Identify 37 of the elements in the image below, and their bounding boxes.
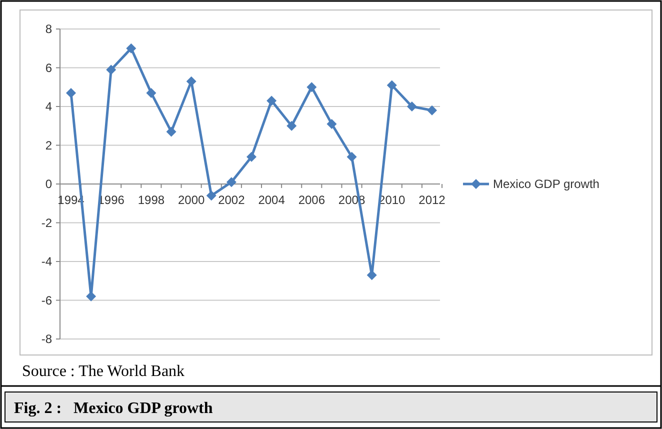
point bbox=[386, 80, 397, 90]
point bbox=[406, 102, 417, 112]
point bbox=[126, 43, 136, 54]
point bbox=[146, 88, 156, 98]
source-note: Source : The World Bank bbox=[22, 363, 185, 380]
x-tick-label: 2000 bbox=[178, 193, 206, 207]
point bbox=[366, 270, 377, 280]
point bbox=[286, 120, 297, 131]
y-tick-label: -8 bbox=[41, 332, 52, 346]
legend-label: Mexico GDP growth bbox=[493, 177, 600, 192]
point bbox=[186, 76, 196, 86]
point bbox=[306, 82, 317, 92]
y-tick-label: 4 bbox=[45, 100, 52, 114]
x-tick-label: 1998 bbox=[138, 193, 165, 207]
point bbox=[246, 152, 256, 162]
point bbox=[326, 118, 337, 129]
y-tick-label: 2 bbox=[45, 138, 52, 152]
point bbox=[166, 126, 176, 137]
y-tick-label: -2 bbox=[41, 216, 52, 230]
point bbox=[66, 88, 76, 98]
y-tick-label: -6 bbox=[41, 293, 52, 308]
y-tick-label: -4 bbox=[41, 254, 52, 269]
point bbox=[427, 105, 437, 116]
point bbox=[266, 96, 277, 106]
x-tick-label: 2002 bbox=[218, 193, 246, 207]
point bbox=[86, 291, 96, 302]
point bbox=[226, 177, 236, 188]
y-tick-label: 6 bbox=[45, 60, 52, 75]
y-tick-label: 0 bbox=[45, 177, 52, 192]
x-tick-label: 2012 bbox=[418, 193, 446, 207]
point bbox=[106, 64, 116, 75]
x-tick-label: 2004 bbox=[258, 193, 286, 207]
y-tick-label: 8 bbox=[45, 22, 52, 36]
point bbox=[346, 152, 357, 162]
x-tick-label: 2006 bbox=[298, 193, 326, 207]
point bbox=[206, 190, 216, 201]
text: Fig. 2 : Mexico GDP growth bbox=[14, 400, 213, 417]
